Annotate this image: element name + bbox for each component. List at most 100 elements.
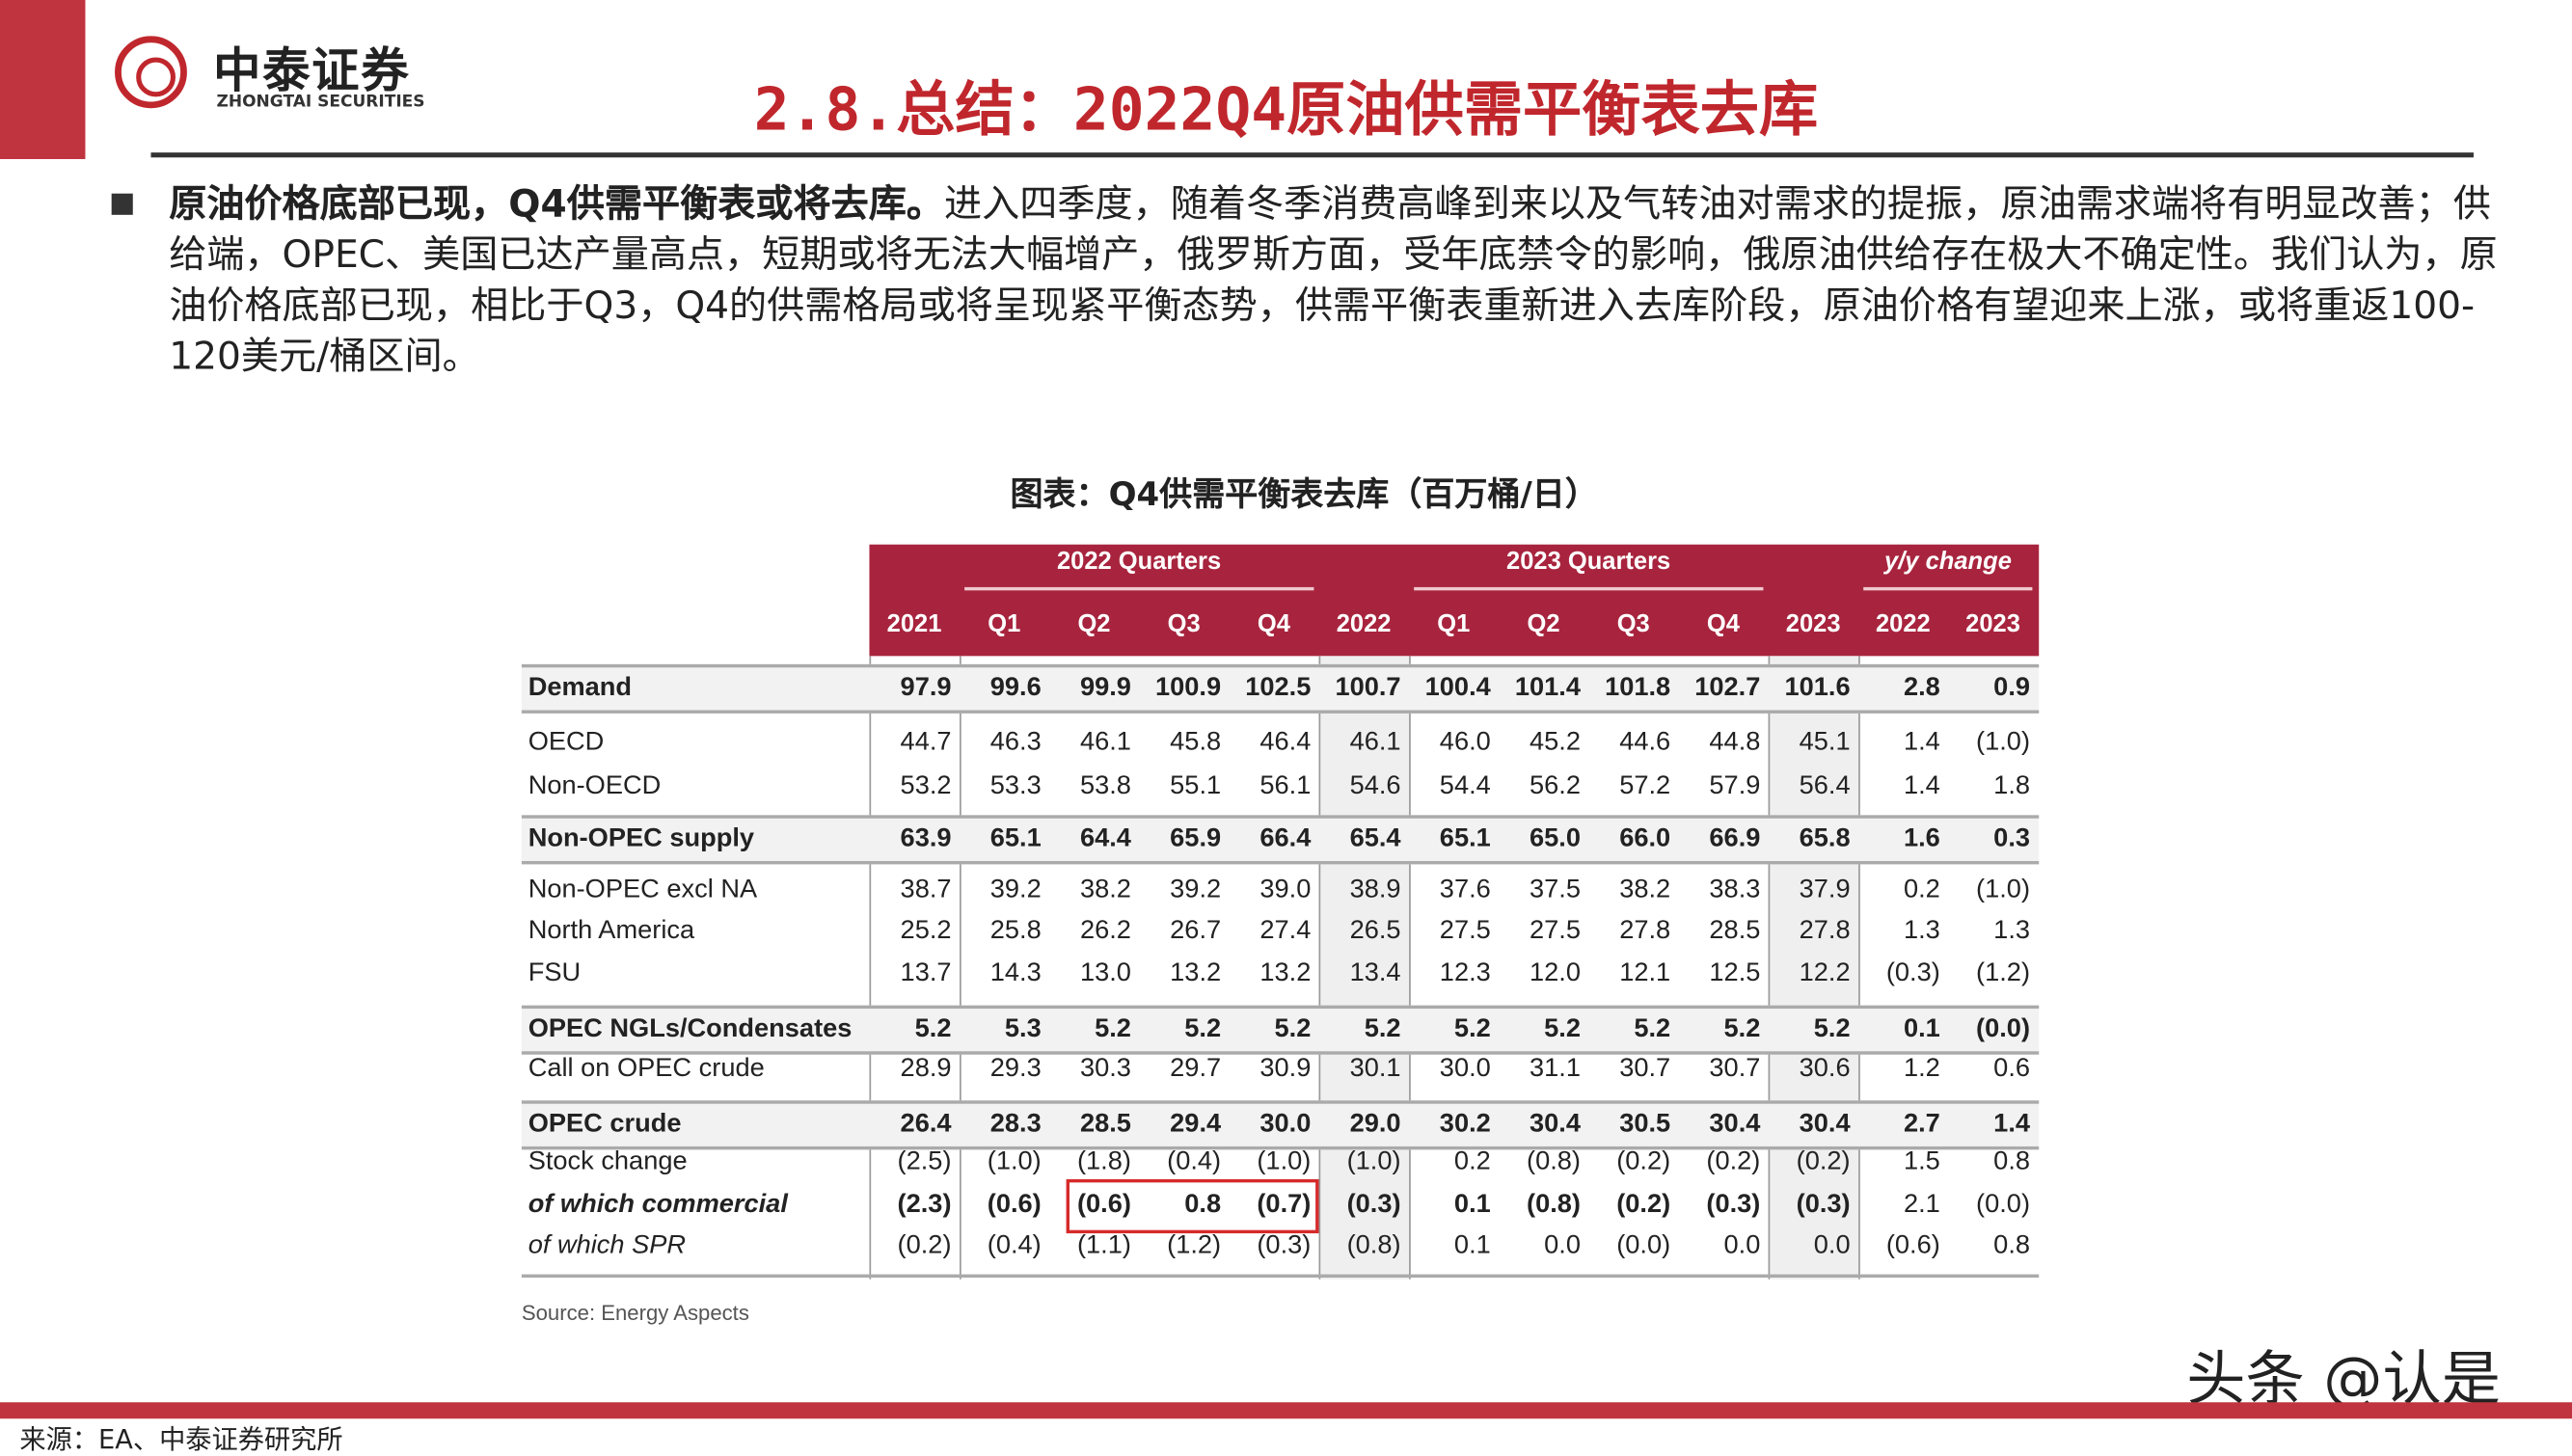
table-cell: 66.0	[1619, 824, 1671, 853]
table-title: 图表：Q4供需平衡表去库（百万桶/日）	[1010, 473, 1598, 514]
table-cell: 64.4	[1079, 824, 1131, 853]
table-cell: 31.1	[1530, 1054, 1581, 1083]
table-cell: 54.4	[1439, 772, 1491, 801]
corner-red-bar	[0, 0, 86, 159]
column-header: 2021	[886, 609, 942, 638]
table-cell: (0.3)	[1706, 1190, 1761, 1219]
column-header: Q3	[1616, 609, 1650, 638]
table-cell: 0.6	[1993, 1054, 2031, 1083]
table-cell: 0.0	[1813, 1231, 1851, 1260]
table-cell: (1.0)	[1976, 876, 2031, 904]
bullet-square-icon	[111, 193, 133, 215]
table-row: FSU 13.7 14.3 13.0 13.2 13.2 13.4 12.3 12.0 12.1 1…	[522, 953, 2039, 995]
table-cell: 29.0	[1349, 1110, 1401, 1139]
table-cell: 1.5	[1903, 1147, 1940, 1176]
table-cell: 28.5	[1709, 916, 1761, 945]
table-cell: 0.1	[1453, 1231, 1491, 1260]
table-cell: 27.5	[1439, 916, 1491, 945]
table-cell: 12.1	[1619, 959, 1671, 987]
table-cell: 100.4	[1424, 674, 1491, 702]
column-header: Q2	[1527, 609, 1560, 638]
table-cell: (0.2)	[1616, 1190, 1671, 1219]
table-cell: 99.9	[1079, 674, 1131, 702]
table-cell: 27.4	[1259, 916, 1312, 945]
table-cell: 27.8	[1799, 916, 1851, 945]
column-header: 2022	[1336, 609, 1392, 638]
table-cell: 5.2	[1095, 1014, 1131, 1043]
row-label: Demand	[528, 674, 633, 702]
table-cell: 5.2	[1544, 1014, 1581, 1043]
table-cell: 30.5	[1619, 1110, 1671, 1139]
table-cell: 2.7	[1903, 1110, 1940, 1139]
table-cell: 101.6	[1784, 674, 1851, 702]
table-cell: (0.2)	[897, 1231, 952, 1260]
table-cell: 45.8	[1170, 728, 1222, 757]
table-cell: 13.2	[1170, 959, 1222, 987]
table-cell: 55.1	[1170, 772, 1222, 801]
table-cell: 101.4	[1514, 674, 1581, 702]
table-cell: 44.7	[900, 728, 952, 757]
table-cell: 56.2	[1530, 772, 1581, 801]
group-underline	[963, 586, 1314, 591]
table-cell: 2.1	[1903, 1190, 1940, 1219]
table-cell: 30.1	[1349, 1054, 1401, 1083]
title-divider	[150, 152, 2474, 158]
column-header: 2023	[1965, 609, 2020, 638]
row-label: OECD	[528, 728, 605, 757]
column-header: Q4	[1706, 609, 1740, 638]
table-cell: 29.4	[1170, 1110, 1222, 1139]
table-header-band	[869, 544, 2040, 657]
table-cell: 0.0	[1544, 1231, 1581, 1260]
table-cell: 25.8	[989, 916, 1042, 945]
table-cell: 37.9	[1799, 876, 1851, 904]
table-cell: 0.1	[1453, 1190, 1491, 1219]
table-row: of which SPR (0.2) (0.4) (1.1) (1.2) (0.3) (0.…	[522, 1226, 2039, 1268]
row-label: OPEC crude	[528, 1110, 682, 1139]
table-cell: 30.0	[1439, 1054, 1491, 1083]
row-label: Non-OPEC supply	[528, 824, 755, 853]
table-cell: (0.0)	[1976, 1190, 2031, 1219]
table-cell: 45.2	[1530, 728, 1581, 757]
group-header: 2022 Quarters	[1056, 548, 1222, 577]
table-cell: 39.2	[1170, 876, 1222, 904]
table-row: Demand 97.9 99.6 99.9 100.9 102.5 100.7 100.4 10…	[521, 663, 2040, 714]
table-cell: 0.8	[1993, 1147, 2031, 1176]
logo-cn: 中泰证券	[213, 42, 411, 99]
row-label: of which commercial	[528, 1190, 788, 1219]
table-row: Non-OECD 53.2 53.3 53.8 55.1 56.1 54.6 54.4 56.2…	[522, 766, 2039, 808]
table-cell: 28.5	[1079, 1110, 1131, 1139]
logo-en: ZHONGTAI SECURITIES	[216, 93, 425, 112]
table-cell: 65.8	[1799, 824, 1851, 853]
table-cell: 0.8	[1993, 1231, 2031, 1260]
table-cell: 1.4	[1903, 772, 1940, 801]
table-cell: (0.3)	[1346, 1190, 1401, 1219]
table-cell: (0.8)	[1346, 1231, 1401, 1260]
table-cell: 5.3	[1004, 1014, 1042, 1043]
table-cell: 0.2	[1903, 876, 1940, 904]
table-cell: 5.2	[1453, 1014, 1491, 1043]
summary-lead: 原油价格底部已现，Q4供需平衡表或将去库。	[169, 183, 944, 227]
table-cell: (1.0)	[1976, 728, 2031, 757]
table-cell: 65.1	[1439, 824, 1491, 853]
table-cell: (1.0)	[987, 1147, 1042, 1176]
table-cell: 53.3	[989, 772, 1042, 801]
table-row: OPEC crude 26.4 28.3 28.5 29.4 30.0 29.0 30.2 30…	[521, 1100, 2040, 1150]
table-cell: 5.2	[1813, 1014, 1851, 1043]
row-label: North America	[528, 916, 695, 945]
table-cell: 1.4	[1903, 728, 1940, 757]
table-cell: 30.4	[1709, 1110, 1761, 1139]
table-cell: 30.6	[1799, 1054, 1851, 1083]
table-cell: 57.9	[1709, 772, 1761, 801]
table-cell: 1.2	[1903, 1054, 1940, 1083]
table-cell: (1.0)	[1257, 1147, 1312, 1176]
group-underline	[1862, 586, 2034, 591]
column-header: Q3	[1167, 609, 1201, 638]
page-title: 2.8.总结：2022Q4原油供需平衡表去库	[753, 76, 1819, 145]
row-label: FSU	[528, 959, 582, 987]
table-cell: 46.3	[989, 728, 1042, 757]
table-cell: 13.7	[900, 959, 952, 987]
table-cell: 100.7	[1335, 674, 1401, 702]
table-row: Stock change (2.5) (1.0) (1.8) (0.4) (1.0) (1.…	[522, 1142, 2039, 1184]
table-cell: 1.4	[1993, 1110, 2031, 1139]
table-cell: (0.2)	[1796, 1147, 1851, 1176]
